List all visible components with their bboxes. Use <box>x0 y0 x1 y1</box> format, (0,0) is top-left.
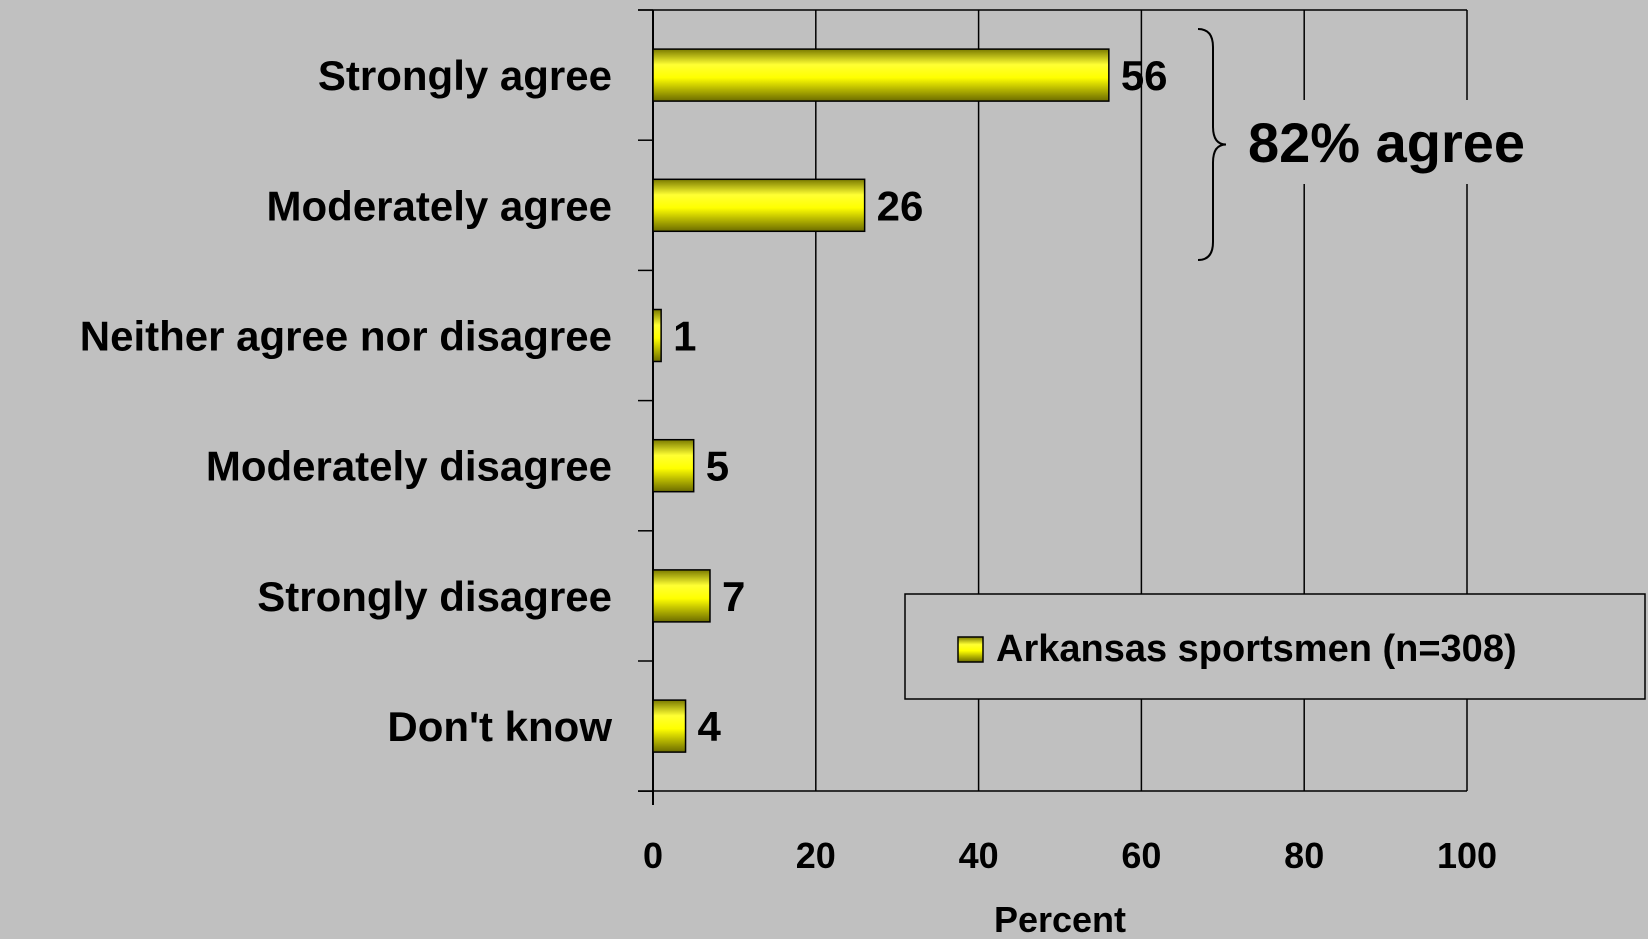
bar-2 <box>652 308 662 363</box>
category-label-2: Neither agree nor disagree <box>80 313 612 360</box>
x-tick-label-60: 60 <box>1121 835 1161 876</box>
legend-label: Arkansas sportsmen (n=308) <box>996 628 1517 670</box>
labels: 0 20 40 60 80 100 Percent Strongly agree 56 Moder… <box>80 52 1497 939</box>
bar-1 <box>652 178 866 233</box>
value-label-5: 4 <box>698 703 722 750</box>
category-label-5: Don't know <box>387 703 612 750</box>
x-tick-label-100: 100 <box>1437 835 1497 876</box>
value-label-0: 56 <box>1121 52 1168 99</box>
legend: Arkansas sportsmen (n=308) <box>904 593 1646 700</box>
legend-swatch <box>957 636 984 663</box>
bar-4 <box>652 569 711 623</box>
annotation-background <box>1246 100 1536 184</box>
category-label-0: Strongly agree <box>318 52 612 99</box>
category-label-1: Moderately agree <box>267 182 612 229</box>
x-tick-label-80: 80 <box>1284 835 1324 876</box>
bar-3 <box>652 438 695 493</box>
x-tick-label-20: 20 <box>796 835 836 876</box>
x-tick-label-40: 40 <box>959 835 999 876</box>
x-tick-label-0: 0 <box>643 835 663 876</box>
category-label-3: Moderately disagree <box>206 443 612 490</box>
legend-box <box>904 593 1646 700</box>
x-axis-title: Percent <box>994 899 1126 939</box>
value-label-3: 5 <box>706 443 729 490</box>
value-label-4: 7 <box>722 573 745 620</box>
bar-5 <box>652 699 687 753</box>
bars <box>652 48 1110 753</box>
category-label-4: Strongly disagree <box>257 573 612 620</box>
annotation-text: 82% agree <box>1248 111 1525 174</box>
annotation: 82% agree <box>1197 28 1536 261</box>
bar-0 <box>652 48 1110 102</box>
value-label-2: 1 <box>673 313 696 360</box>
axes <box>638 9 654 805</box>
brace-bracket <box>1197 28 1227 261</box>
value-label-1: 26 <box>877 182 924 229</box>
